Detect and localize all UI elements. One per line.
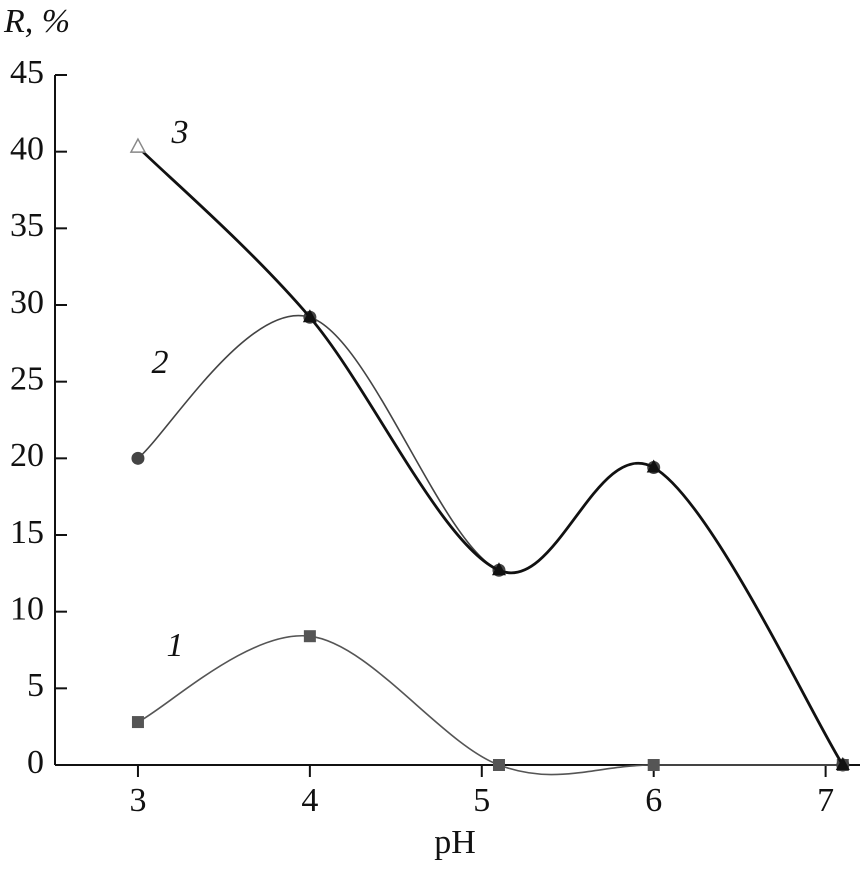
y-tick-label: 45 [10,54,44,91]
x-tick-label: 7 [817,782,834,819]
y-axis-label: R, % [3,3,70,40]
y-tick-label: 40 [10,130,44,167]
x-tick-label: 5 [473,782,490,819]
series-label: 1 [167,627,184,664]
point [131,451,145,465]
series-line [137,314,844,766]
series-label: 3 [171,114,189,151]
point [131,716,144,729]
series-line [137,635,843,776]
x-tick-label: 6 [645,782,662,819]
series-label: 2 [152,344,169,381]
point [129,137,147,153]
y-tick-label: 15 [10,514,44,551]
y-tick-label: 10 [10,590,44,627]
y-tick-label: 30 [10,284,44,321]
series-line [136,146,844,766]
y-tick-label: 25 [10,360,44,397]
x-tick-label: 4 [301,782,318,819]
point [646,459,661,473]
x-axis-label: pH [434,824,476,861]
x-tick-label: 3 [129,782,146,819]
point [647,759,660,771]
point [835,757,850,770]
y-tick-label: 0 [27,744,44,781]
point [302,309,317,323]
point [492,759,505,771]
point [303,630,316,643]
y-tick-label: 20 [10,437,44,474]
point [491,562,506,576]
y-tick-label: 35 [10,207,44,244]
y-tick-label: 5 [27,667,44,704]
